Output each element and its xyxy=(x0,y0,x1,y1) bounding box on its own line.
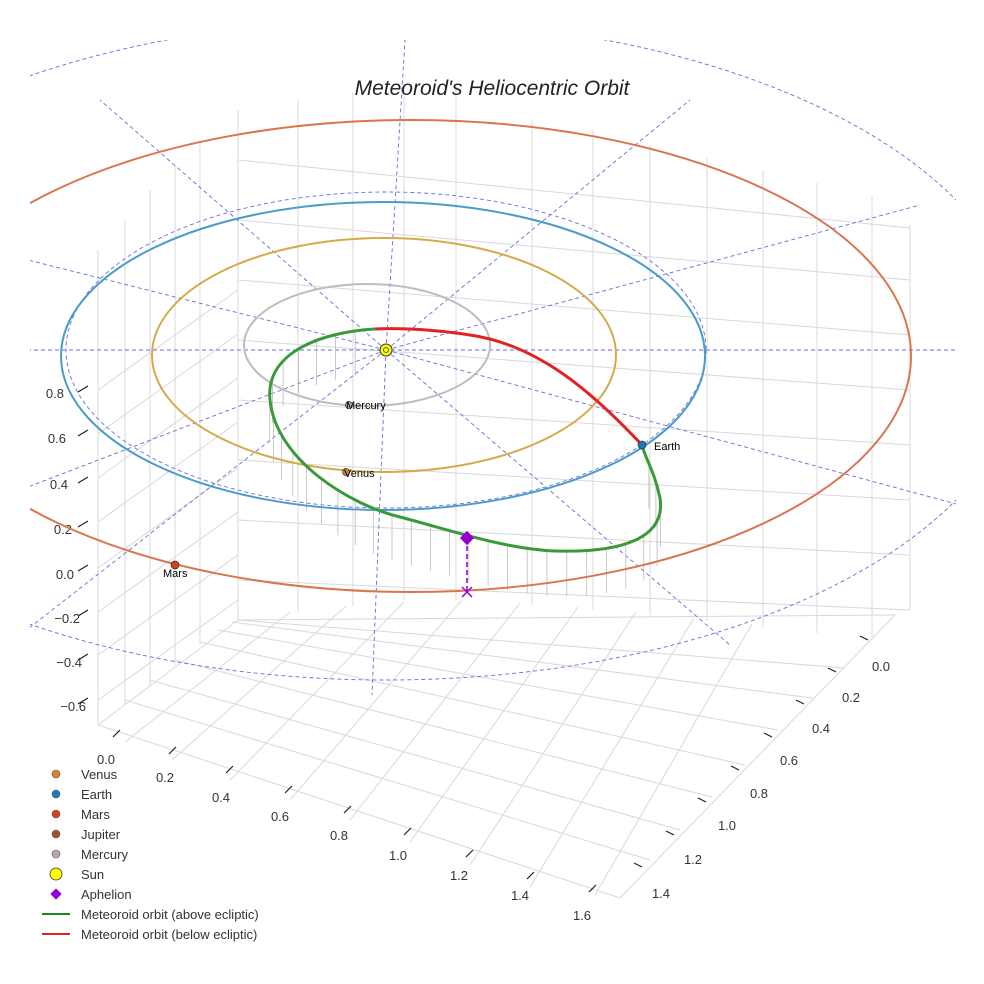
legend: Venus Earth Mars Jupiter Mercury Sun Aph… xyxy=(42,767,259,942)
axes-grid xyxy=(97,84,911,899)
z-tick-label: 0.2 xyxy=(54,522,72,537)
venus-label: Venus xyxy=(344,468,375,480)
legend-label: Aphelion xyxy=(81,887,132,902)
x-tick-labels: 0.0 0.2 0.4 0.6 0.8 1.0 1.2 1.4 1.6 xyxy=(97,752,591,923)
ecliptic-reference-grid xyxy=(30,40,956,696)
legend-label: Meteoroid orbit (below ecliptic) xyxy=(81,927,257,942)
y-tick-label: 0.8 xyxy=(750,786,768,801)
legend-marker xyxy=(51,829,61,839)
z-tick-labels: 0.8 0.6 0.4 0.2 0.0 −0.2 −0.4 −0.6 xyxy=(46,386,86,714)
z-tick-label: 0.4 xyxy=(50,477,68,492)
mercury-label: Mercury xyxy=(346,400,386,412)
mercury-orbit xyxy=(243,283,491,407)
legend-label: Earth xyxy=(81,787,112,802)
y-tick-label: 1.2 xyxy=(684,852,702,867)
x-tick-label: 1.0 xyxy=(389,848,407,863)
legend-label: Meteoroid orbit (above ecliptic) xyxy=(81,907,259,922)
legend-marker xyxy=(49,867,63,881)
earth-marker xyxy=(637,440,647,450)
z-tick-label: 0.6 xyxy=(48,431,66,446)
legend-item-mercury: Mercury xyxy=(51,847,128,862)
legend-item-earth: Earth xyxy=(51,787,112,802)
x-tick-label: 1.4 xyxy=(511,888,529,903)
sun-core xyxy=(383,347,389,353)
legend-marker xyxy=(51,849,61,859)
meteoroid-orbit-above xyxy=(268,327,663,553)
legend-marker xyxy=(50,888,62,900)
z-tick-label: 0.8 xyxy=(46,386,64,401)
mars-label: Mars xyxy=(163,568,188,580)
meteoroid-orbit-below xyxy=(374,327,644,447)
aphelion-marker xyxy=(459,530,475,546)
legend-label: Sun xyxy=(81,867,104,882)
z-tick-label: 0.0 xyxy=(56,567,74,582)
y-tick-labels: 0.0 0.2 0.4 0.6 0.8 1.0 1.2 1.4 xyxy=(652,659,890,901)
mercury-marker xyxy=(345,401,353,409)
y-tick-label: 0.4 xyxy=(812,721,830,736)
x-tick-label: 0.2 xyxy=(156,770,174,785)
z-tick-label: −0.6 xyxy=(60,699,86,714)
mars-orbit xyxy=(30,119,912,593)
legend-label: Jupiter xyxy=(81,827,121,842)
earth-orbit xyxy=(60,201,706,511)
sun-marker xyxy=(379,343,393,357)
y-tick-label: 0.2 xyxy=(842,690,860,705)
y-tick-label: 1.0 xyxy=(718,818,736,833)
y-tick-label: 0.6 xyxy=(780,753,798,768)
legend-label: Mercury xyxy=(81,847,128,862)
y-tick-label: 0.0 xyxy=(872,659,890,674)
z-tick-label: −0.2 xyxy=(54,611,80,626)
chart-title: Meteoroid's Heliocentric Orbit xyxy=(355,77,631,100)
x-tick-label: 0.6 xyxy=(271,809,289,824)
legend-label: Mars xyxy=(81,807,110,822)
legend-label: Venus xyxy=(81,767,118,782)
aphelion-projection-x-icon xyxy=(461,586,473,598)
legend-item-mars: Mars xyxy=(51,807,110,822)
plot-area: Mercury Venus Earth Mars xyxy=(30,40,956,696)
legend-item-venus: Venus xyxy=(51,767,118,782)
legend-marker xyxy=(51,789,61,799)
x-tick-label: 0.4 xyxy=(212,790,230,805)
venus-marker xyxy=(342,468,350,476)
y-tick-label: 1.4 xyxy=(652,886,670,901)
legend-marker xyxy=(51,809,61,819)
tick-marks xyxy=(77,385,869,893)
legend-item-aphelion: Aphelion xyxy=(50,887,132,902)
x-tick-label: 0.8 xyxy=(330,828,348,843)
legend-marker xyxy=(51,769,61,779)
z-tick-label: −0.4 xyxy=(56,655,82,670)
legend-item-sun: Sun xyxy=(49,867,104,882)
legend-item-jupiter: Jupiter xyxy=(51,827,121,842)
x-tick-label: 1.2 xyxy=(450,868,468,883)
mars-marker xyxy=(170,560,180,570)
venus-orbit xyxy=(151,237,617,473)
legend-item-orbit-above: Meteoroid orbit (above ecliptic) xyxy=(42,907,259,922)
earth-label: Earth xyxy=(654,441,680,453)
x-tick-label: 1.6 xyxy=(573,908,591,923)
x-tick-label: 0.0 xyxy=(97,752,115,767)
legend-item-orbit-below: Meteoroid orbit (below ecliptic) xyxy=(42,927,257,942)
ecliptic-drop-lines xyxy=(269,330,661,597)
